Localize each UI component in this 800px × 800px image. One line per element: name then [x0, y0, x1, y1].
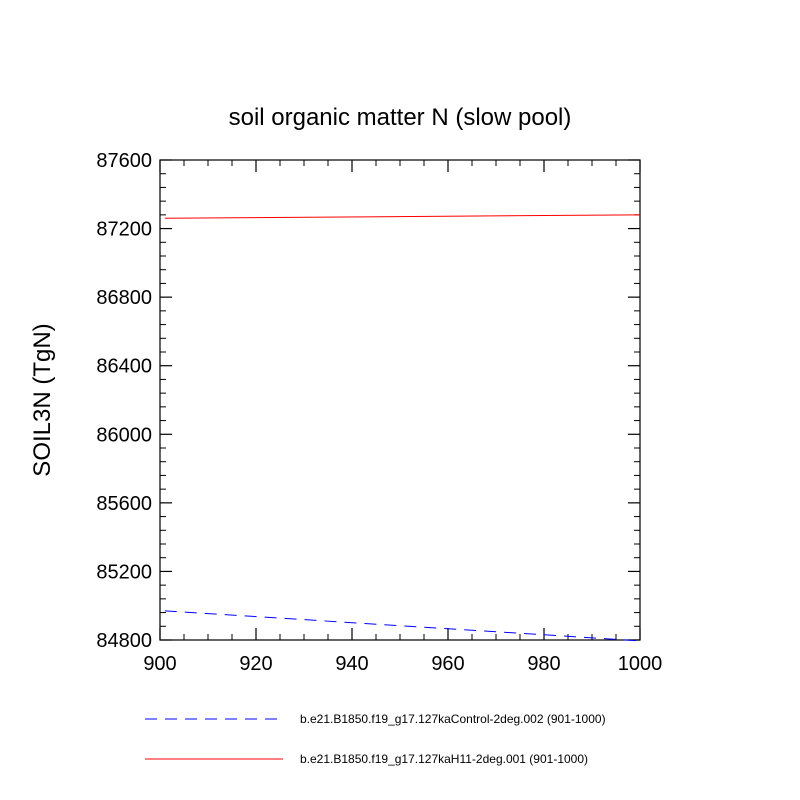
x-tick-label: 960 — [431, 653, 464, 675]
legend: b.e21.B1850.f19_g17.127kaControl-2deg.00… — [145, 712, 606, 766]
y-tick-label: 85200 — [96, 561, 152, 583]
y-tick-label: 87600 — [96, 150, 152, 172]
x-tick-label: 1000 — [618, 653, 663, 675]
y-tick-label: 87200 — [96, 219, 152, 241]
plot-frame — [159, 159, 641, 641]
x-tick-label: 940 — [335, 653, 368, 675]
y-tick-label: 85600 — [96, 493, 152, 515]
plot-area: 900 920 940 960 980 1000 84800 85200 85600 86000 8… — [96, 150, 662, 675]
x-tick-label: 980 — [527, 653, 560, 675]
y-tick-label: 86400 — [96, 356, 152, 378]
legend-label-2: b.e21.B1850.f19_g17.127kaH11-2deg.001 (9… — [300, 752, 588, 766]
x-tick-label: 920 — [239, 653, 272, 675]
y-tick-label: 84800 — [96, 630, 152, 652]
y-tick-label: 86800 — [96, 287, 152, 309]
series-line-1 — [164, 610, 641, 642]
series-line-2 — [164, 214, 641, 219]
y-axis-label: SOIL3N (TgN) — [29, 323, 56, 476]
y-tick-label: 86000 — [96, 424, 152, 446]
legend-label-1: b.e21.B1850.f19_g17.127kaControl-2deg.00… — [300, 712, 606, 726]
chart-title: soil organic matter N (slow pool) — [229, 104, 572, 131]
x-tick-label: 900 — [143, 653, 176, 675]
